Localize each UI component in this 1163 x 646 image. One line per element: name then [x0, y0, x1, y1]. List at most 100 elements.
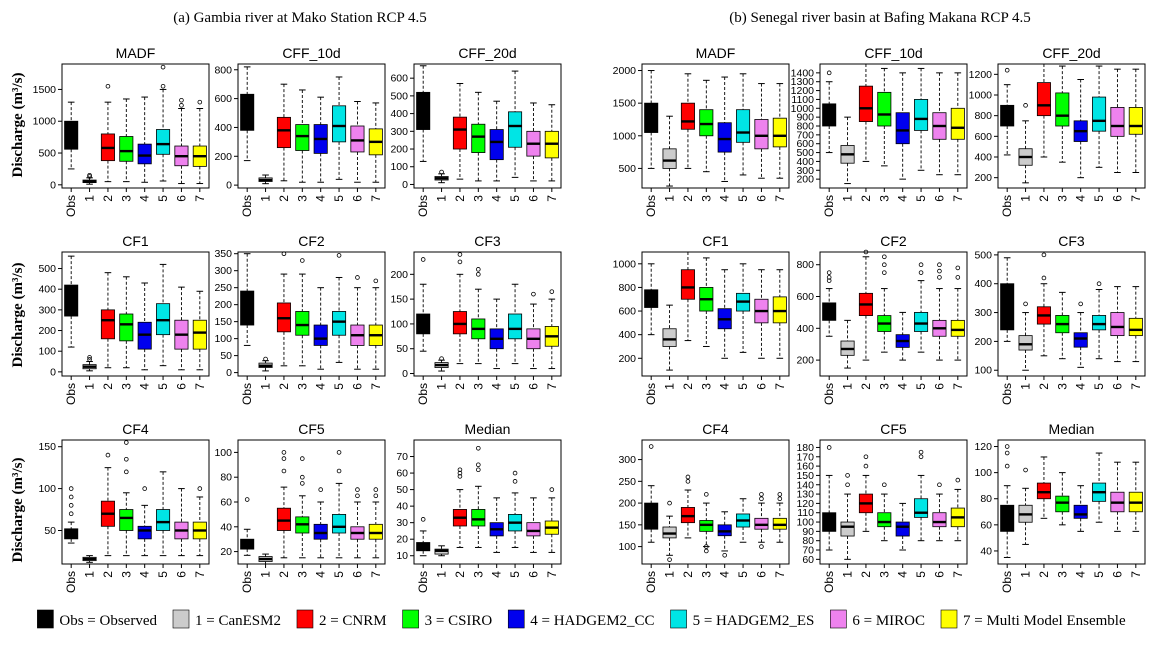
box-7: [544, 104, 559, 182]
y-tick-label: 500: [618, 163, 636, 175]
box-body: [1055, 92, 1070, 127]
y-tick-label: 700: [796, 129, 814, 141]
x-tick-label: Obs: [64, 571, 78, 593]
y-tick-label: 100: [796, 517, 814, 529]
legend-swatch: [172, 609, 190, 629]
subplot-title: MADF: [696, 45, 736, 61]
outlier-point: [300, 481, 305, 486]
box-6: [526, 497, 541, 553]
box-3: [699, 492, 714, 554]
legend-label: 5 = HADGEM2_ES: [693, 613, 815, 629]
box-body: [332, 105, 347, 143]
box-body: [895, 112, 910, 145]
y-tick-label: 100: [38, 346, 56, 358]
box-body: [508, 313, 523, 340]
box-body: [119, 136, 134, 162]
outlier-point: [142, 486, 147, 491]
x-tick-label: Obs: [1000, 571, 1014, 593]
y-tick-label: 110: [797, 507, 814, 519]
box-body: [644, 502, 659, 530]
y-tick-label: 100: [390, 318, 408, 330]
y-tick-label: 60: [396, 468, 408, 480]
y-tick-label: 120: [796, 498, 814, 510]
outlier-point: [937, 275, 942, 280]
y-tick-label: 20: [396, 534, 408, 546]
box-body: [662, 328, 677, 347]
box-6: [526, 291, 541, 370]
legend-label: 1 = CanESM2: [195, 613, 281, 629]
box-body: [840, 521, 855, 537]
box-1: [662, 304, 677, 371]
box-3: [295, 258, 310, 367]
box-body: [895, 521, 910, 537]
x-tick-label: 6: [526, 571, 540, 578]
x-tick-label: 5: [736, 383, 750, 390]
box-body: [295, 311, 310, 336]
outlier-point: [300, 474, 305, 480]
box-7: [1128, 68, 1143, 173]
outlier-point: [457, 470, 463, 476]
box-body: [240, 93, 255, 131]
x-tick-label: 3: [1055, 195, 1069, 202]
y-tick-label: 50: [44, 525, 56, 537]
box-Obs: [822, 445, 837, 551]
x-tick-label: Obs: [240, 383, 254, 405]
box-body: [877, 512, 892, 528]
outlier-point: [882, 262, 887, 268]
x-tick-label: 4: [718, 571, 732, 578]
box-3: [877, 482, 892, 542]
x-tick-label: 6: [932, 571, 946, 578]
y-axis-label-row-2: Discharge (m³/s): [10, 263, 26, 368]
x-tick-label: 1: [841, 571, 855, 578]
x-tick-label: 6: [526, 195, 540, 202]
x-tick-label: 6: [174, 383, 188, 390]
outlier-point: [281, 251, 287, 256]
outlier-point: [281, 456, 287, 461]
outlier-point: [512, 470, 518, 476]
outlier-point: [420, 517, 426, 522]
box-body: [680, 269, 695, 300]
x-tick-label: 7: [193, 571, 207, 578]
y-tick-label: 500: [796, 147, 814, 159]
subplot-title: CF2: [880, 233, 907, 249]
subplot-title: CF1: [702, 233, 729, 249]
legend-item-4: 4 = HADGEM2_CC: [507, 609, 655, 629]
box-body: [489, 129, 504, 161]
y-tick-label: 800: [796, 121, 814, 133]
box-5: [332, 76, 347, 180]
outlier-point: [68, 486, 74, 491]
box-5: [914, 449, 929, 542]
x-tick-label: 6: [174, 195, 188, 202]
box-body: [1000, 104, 1015, 127]
box-4: [137, 96, 152, 183]
box-Obs: [644, 70, 659, 169]
box-1: [1018, 467, 1033, 545]
x-tick-label: Obs: [240, 195, 254, 217]
box-7: [950, 477, 965, 542]
y-tick-label: 180: [796, 442, 814, 454]
plot-frame: [641, 251, 790, 377]
legend-label: Obs = Observed: [59, 613, 157, 629]
outlier-point: [882, 270, 887, 275]
box-1: [258, 356, 273, 372]
outlier-point: [685, 474, 691, 480]
x-tick-label: Obs: [240, 571, 254, 593]
box-1: [434, 169, 449, 184]
box-body: [1110, 107, 1125, 137]
box-3: [295, 89, 310, 183]
box-7: [192, 290, 207, 371]
box-1: [662, 500, 677, 562]
x-tick-label: 2: [859, 571, 873, 578]
box-3: [471, 445, 486, 548]
outlier-point: [457, 467, 463, 473]
y-tick-label: 600: [974, 131, 992, 143]
outlier-point: [124, 469, 129, 475]
box-1: [258, 553, 273, 565]
x-tick-label: 1: [1019, 383, 1033, 390]
outlier-point: [845, 482, 850, 488]
outlier-point: [476, 467, 481, 473]
legend-item-5: 5 = HADGEM2_ES: [670, 609, 815, 629]
outlier-point: [759, 496, 764, 502]
plot-frame: [641, 439, 790, 565]
outlier-point: [179, 97, 184, 103]
